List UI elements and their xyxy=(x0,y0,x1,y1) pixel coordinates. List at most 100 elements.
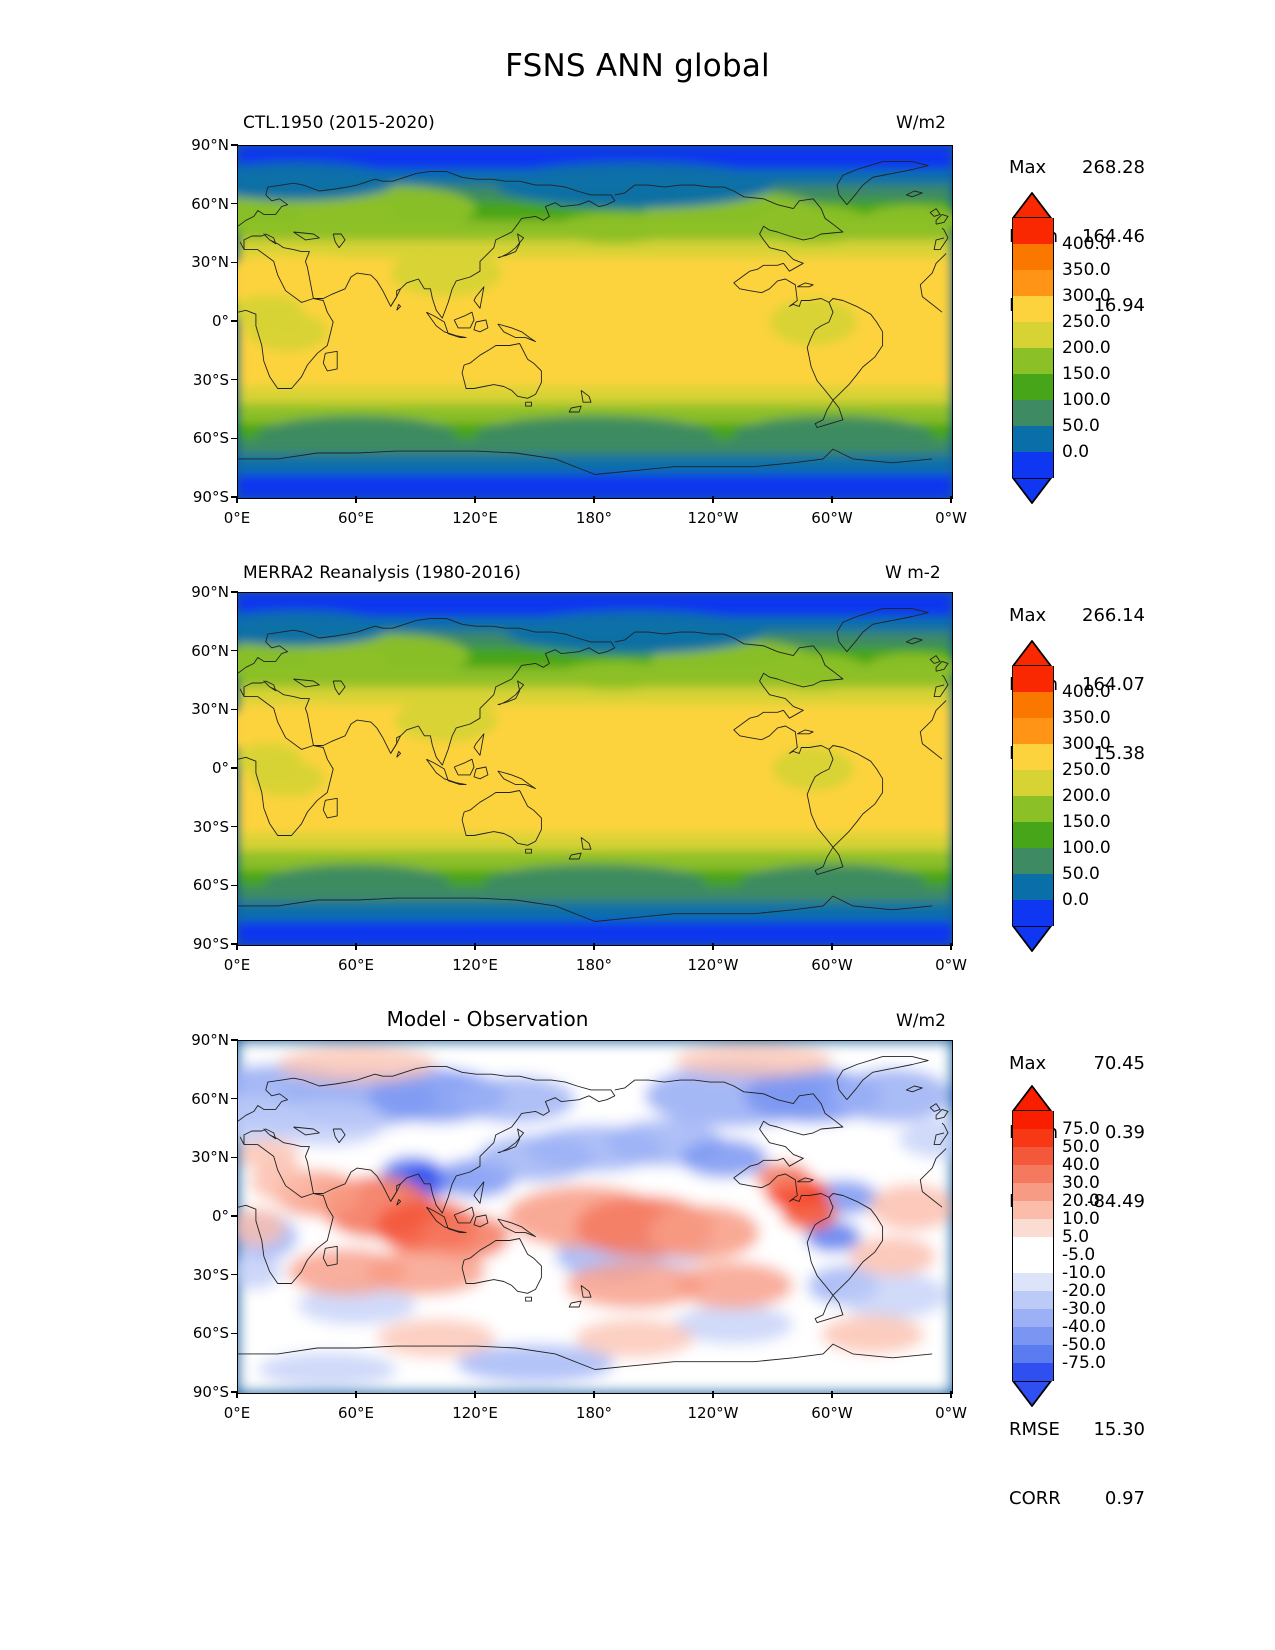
xtick-label: 120°E xyxy=(452,509,498,527)
stats-model-min-value: 16.94 xyxy=(1093,295,1145,316)
colorbar-tick-label: -75.0 xyxy=(1062,1353,1106,1373)
stats-observation-min-value: 15.38 xyxy=(1093,743,1145,764)
colorbar-tick-label: -5.0 xyxy=(1062,1245,1096,1265)
xtick-label: 0°W xyxy=(935,509,967,527)
stats-corr-value: 0.97 xyxy=(1104,1488,1145,1509)
ytick-mark xyxy=(231,1215,238,1217)
colorbar-tick-label: 10.0 xyxy=(1062,1209,1100,1229)
ytick-label: 0° xyxy=(211,759,229,777)
ytick-mark xyxy=(231,1156,238,1159)
ytick-label: 30°S xyxy=(192,1265,229,1284)
ytick-mark xyxy=(231,1273,238,1276)
xtick-mark xyxy=(355,943,357,950)
ytick-label: 60°S xyxy=(192,1324,229,1343)
stats-observation-mean-value: 164.07 xyxy=(1082,674,1145,695)
xtick-mark xyxy=(593,1391,595,1398)
colorbar-bands xyxy=(1012,218,1054,478)
ytick-mark xyxy=(231,144,238,146)
xtick-label: 180° xyxy=(575,1404,613,1422)
stats-model-mean-value: 164.46 xyxy=(1082,226,1145,247)
ytick-mark xyxy=(231,884,238,887)
xtick-label: 180° xyxy=(575,956,613,974)
colorbar-tick-label: 150.0 xyxy=(1062,812,1111,832)
xtick-mark xyxy=(474,1391,476,1398)
colorbar-tick-label: 150.0 xyxy=(1062,364,1111,384)
colorbar-tick-label: 40.0 xyxy=(1062,1155,1100,1175)
ytick-mark xyxy=(231,1097,238,1100)
ytick-mark xyxy=(231,320,238,322)
colorbar-tick-label: 0.0 xyxy=(1062,890,1090,910)
ytick-mark xyxy=(231,649,238,652)
colorbar-band xyxy=(1013,1237,1053,1255)
colorbar-band xyxy=(1013,348,1053,374)
stats-model-max-value: 268.28 xyxy=(1082,157,1145,178)
ytick-mark xyxy=(231,378,238,381)
colorbar-band xyxy=(1013,270,1053,296)
stats-rmse-label: RMSE xyxy=(1009,1419,1060,1440)
colorbar-band xyxy=(1013,900,1053,926)
xtick-mark xyxy=(712,496,714,503)
colorbar-tick-label: -40.0 xyxy=(1062,1317,1106,1337)
ytick-label: 60°S xyxy=(192,429,229,448)
colorbar-tick-label: 250.0 xyxy=(1062,312,1111,332)
map-difference xyxy=(237,1040,953,1394)
xtick-label: 120°E xyxy=(452,1404,498,1422)
xtick-mark xyxy=(831,943,833,950)
colorbar-bands xyxy=(1012,1111,1054,1381)
xtick-mark xyxy=(831,1391,833,1398)
colorbar-band xyxy=(1013,796,1053,822)
colorbar-tick-label: 50.0 xyxy=(1062,864,1100,884)
stats-difference-max-value: 70.45 xyxy=(1093,1053,1145,1074)
ytick-mark xyxy=(231,708,238,711)
panel-observation-title: MERRA2 Reanalysis (1980-2016) xyxy=(243,563,521,583)
colorbar-band xyxy=(1013,692,1053,718)
xtick-label: 60°E xyxy=(337,509,375,527)
colorbar-band xyxy=(1013,744,1053,770)
colorbar-under-arrow xyxy=(1011,477,1053,505)
colorbar-band xyxy=(1013,666,1053,692)
xtick-label: 60°E xyxy=(337,1404,375,1422)
stats-model-max-label: Max xyxy=(1009,157,1047,178)
ytick-mark xyxy=(231,767,238,769)
stats-difference-mean-value: 0.39 xyxy=(1104,1122,1145,1143)
ytick-label: 90°S xyxy=(192,935,229,953)
ytick-label: 90°S xyxy=(192,1383,229,1401)
colorbar-band xyxy=(1013,1165,1053,1183)
xtick-mark xyxy=(950,943,952,950)
ytick-mark xyxy=(231,1391,238,1393)
colorbar-band xyxy=(1013,1201,1053,1219)
xtick-label: 0°W xyxy=(935,956,967,974)
xtick-label: 120°W xyxy=(687,509,739,527)
colorbar-tick-label: 300.0 xyxy=(1062,734,1111,754)
xtick-label: 180° xyxy=(575,509,613,527)
ytick-label: 0° xyxy=(211,1207,229,1225)
colorbar-tick-label: 100.0 xyxy=(1062,390,1111,410)
colorbar-band xyxy=(1013,322,1053,348)
colorbar-band xyxy=(1013,426,1053,452)
colorbar-tick-label: 30.0 xyxy=(1062,1173,1100,1193)
colorbar-band xyxy=(1013,1291,1053,1309)
colorbar-over-arrow xyxy=(1011,1084,1053,1112)
xtick-mark xyxy=(355,496,357,503)
xtick-label: 0°W xyxy=(935,1404,967,1422)
colorbar-tick-label: -50.0 xyxy=(1062,1335,1106,1355)
figure-title: FSNS ANN global xyxy=(505,48,770,84)
colorbar-bands xyxy=(1012,666,1054,926)
colorbar-tick-label: 350.0 xyxy=(1062,260,1111,280)
xtick-label: 120°W xyxy=(687,1404,739,1422)
colorbar-band xyxy=(1013,296,1053,322)
colorbar-tick-label: 5.0 xyxy=(1062,1227,1090,1247)
colorbar-tick-label: 20.0 xyxy=(1062,1191,1100,1211)
colorbar-band xyxy=(1013,1327,1053,1345)
xtick-mark xyxy=(236,943,238,950)
ytick-mark xyxy=(231,261,238,264)
panel-difference-title: Model - Observation xyxy=(386,1007,589,1031)
colorbar-tick-label: 0.0 xyxy=(1062,442,1090,462)
ytick-mark xyxy=(231,943,238,945)
stats-difference-max-label: Max xyxy=(1009,1053,1047,1074)
xtick-mark xyxy=(950,496,952,503)
xtick-label: 120°E xyxy=(452,956,498,974)
ytick-mark xyxy=(231,1039,238,1041)
colorbar-band xyxy=(1013,1255,1053,1273)
